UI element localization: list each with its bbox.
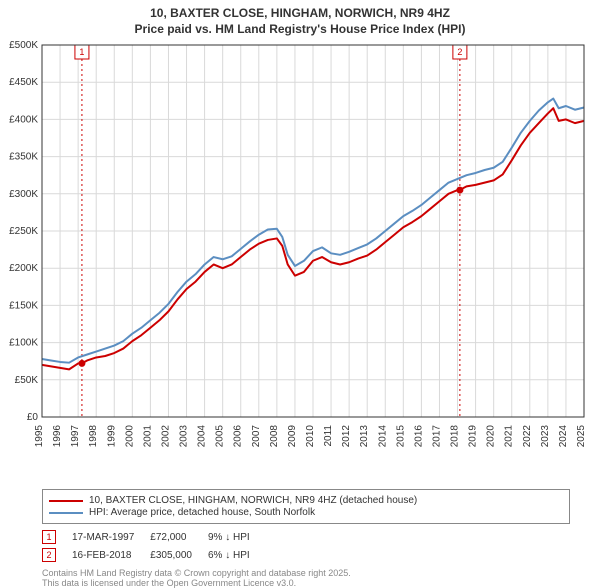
svg-text:2018: 2018 <box>450 425 461 448</box>
marker-date: 16-FEB-2018 <box>72 546 150 564</box>
legend-label: HPI: Average price, detached house, Sout… <box>89 507 315 518</box>
line-chart: £0 £50K £100K £150K £200K £250K £300K £350K £400… <box>0 37 600 471</box>
legend-swatch <box>49 500 83 502</box>
svg-text:2009: 2009 <box>287 425 298 448</box>
legend-label: 10, BAXTER CLOSE, HINGHAM, NORWICH, NR9 … <box>89 495 417 506</box>
svg-text:2012: 2012 <box>341 425 352 448</box>
marker-row: 1 17-MAR-1997£72,0009% ↓ HPI <box>42 528 266 546</box>
marker-row: 2 16-FEB-2018£305,0006% ↓ HPI <box>42 546 266 564</box>
svg-text:2005: 2005 <box>215 425 226 448</box>
svg-text:2011: 2011 <box>323 425 334 447</box>
svg-text:2010: 2010 <box>305 425 316 448</box>
svg-text:£150K: £150K <box>9 301 38 312</box>
legend-item: HPI: Average price, detached house, Sout… <box>49 507 563 518</box>
svg-text:£400K: £400K <box>9 115 38 126</box>
svg-text:1995: 1995 <box>34 425 45 448</box>
marker-price: £72,000 <box>150 528 208 546</box>
svg-text:2021: 2021 <box>504 425 515 448</box>
copyright-line-1: Contains HM Land Registry data © Crown c… <box>42 568 351 578</box>
svg-text:£100K: £100K <box>9 338 38 349</box>
svg-text:2019: 2019 <box>468 425 479 448</box>
sale-markers-table: 1 17-MAR-1997£72,0009% ↓ HPI 2 16-FEB-2018£… <box>42 528 266 564</box>
svg-text:2025: 2025 <box>576 425 587 448</box>
svg-text:2020: 2020 <box>486 425 497 448</box>
svg-text:£450K: £450K <box>9 77 38 88</box>
legend: 10, BAXTER CLOSE, HINGHAM, NORWICH, NR9 … <box>42 489 570 524</box>
svg-text:1998: 1998 <box>88 425 99 448</box>
svg-text:£200K: £200K <box>9 263 38 274</box>
marker-number-box: 1 <box>42 530 56 544</box>
svg-text:2015: 2015 <box>395 425 406 448</box>
legend-item: 10, BAXTER CLOSE, HINGHAM, NORWICH, NR9 … <box>49 495 563 506</box>
svg-text:2004: 2004 <box>197 425 208 448</box>
copyright-notice: Contains HM Land Registry data © Crown c… <box>42 568 600 588</box>
copyright-line-2: This data is licensed under the Open Gov… <box>42 578 296 588</box>
svg-text:2008: 2008 <box>269 425 280 448</box>
title-line-1: 10, BAXTER CLOSE, HINGHAM, NORWICH, NR9 … <box>150 6 450 20</box>
svg-text:2014: 2014 <box>377 425 388 448</box>
marker-diff: 9% ↓ HPI <box>208 528 266 546</box>
chart-title: 10, BAXTER CLOSE, HINGHAM, NORWICH, NR9 … <box>0 0 600 37</box>
svg-text:£300K: £300K <box>9 189 38 200</box>
svg-text:2: 2 <box>457 47 462 57</box>
svg-text:1997: 1997 <box>70 425 81 448</box>
svg-text:2013: 2013 <box>359 425 370 448</box>
svg-text:2022: 2022 <box>522 425 533 448</box>
svg-text:2001: 2001 <box>142 425 153 448</box>
svg-text:1999: 1999 <box>106 425 117 448</box>
marker-price: £305,000 <box>150 546 208 564</box>
legend-swatch <box>49 512 83 514</box>
svg-text:2016: 2016 <box>413 425 424 448</box>
marker-number-box: 2 <box>42 548 56 562</box>
svg-text:1996: 1996 <box>52 425 63 448</box>
svg-text:£50K: £50K <box>15 375 39 386</box>
svg-text:2000: 2000 <box>124 425 135 448</box>
svg-text:2006: 2006 <box>233 425 244 448</box>
svg-text:2003: 2003 <box>179 425 190 448</box>
svg-text:2007: 2007 <box>251 425 262 448</box>
svg-text:£350K: £350K <box>9 152 38 163</box>
svg-text:£500K: £500K <box>9 40 38 51</box>
chart-area: £0 £50K £100K £150K £200K £250K £300K £350K £400… <box>0 37 600 487</box>
svg-text:2017: 2017 <box>431 425 442 448</box>
svg-text:2023: 2023 <box>540 425 551 448</box>
svg-text:£0: £0 <box>27 412 39 423</box>
marker-diff: 6% ↓ HPI <box>208 546 266 564</box>
marker-date: 17-MAR-1997 <box>72 528 150 546</box>
svg-text:2024: 2024 <box>558 425 569 448</box>
svg-text:£250K: £250K <box>9 226 38 237</box>
svg-text:1: 1 <box>79 47 84 57</box>
title-line-2: Price paid vs. HM Land Registry's House … <box>135 22 466 36</box>
svg-text:2002: 2002 <box>160 425 171 448</box>
